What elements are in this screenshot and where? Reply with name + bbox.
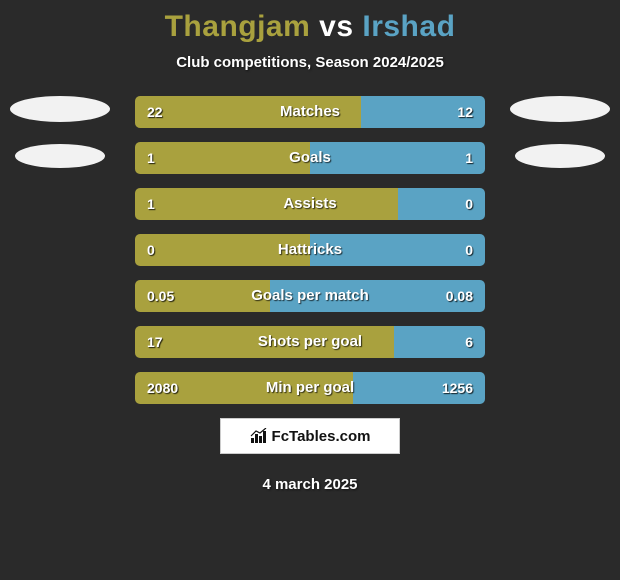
stat-label: Shots per goal (135, 326, 485, 358)
stat-value-right: 6 (465, 326, 473, 358)
date-text: 4 march 2025 (0, 476, 620, 493)
content-area: Matches2212Goals11Assists10Hattricks00Go… (0, 96, 620, 493)
subtitle: Club competitions, Season 2024/2025 (0, 54, 620, 71)
page-title: Thangjam vs Irshad (0, 10, 620, 44)
stat-value-right: 12 (457, 96, 473, 128)
player1-badge-top (10, 96, 110, 122)
stat-label: Matches (135, 96, 485, 128)
stat-label: Goals (135, 142, 485, 174)
stat-value-left: 17 (147, 326, 163, 358)
stat-label: Assists (135, 188, 485, 220)
player1-name: Thangjam (165, 10, 311, 43)
stat-label: Hattricks (135, 234, 485, 266)
stat-row: Shots per goal17 6 (135, 326, 485, 358)
stats-bars: Matches2212Goals11Assists10Hattricks00Go… (135, 96, 485, 404)
stat-value-right: 1 (465, 142, 473, 174)
stat-row: Goals1 1 (135, 142, 485, 174)
stat-value-left: 0 (147, 234, 155, 266)
stat-value-left: 1 (147, 142, 155, 174)
stat-value-right: 0 (465, 188, 473, 220)
stat-row: Matches22 12 (135, 96, 485, 128)
attribution-text: FcTables.com (272, 428, 371, 445)
player2-badge-bottom (515, 144, 605, 168)
vs-text: vs (319, 10, 353, 43)
stat-label: Goals per match (135, 280, 485, 312)
stat-value-right: 1256 (442, 372, 473, 404)
attribution-badge[interactable]: FcTables.com (220, 418, 400, 454)
stat-value-left: 22 (147, 96, 163, 128)
stat-value-left: 2080 (147, 372, 178, 404)
player1-badge-bottom (15, 144, 105, 168)
comparison-widget: Thangjam vs Irshad Club competitions, Se… (0, 0, 620, 580)
player2-badge-top (510, 96, 610, 122)
stat-row: Hattricks0 0 (135, 234, 485, 266)
chart-icon (250, 428, 268, 444)
stat-row: Min per goal2080 1256 (135, 372, 485, 404)
stat-value-left: 0.05 (147, 280, 174, 312)
stat-value-left: 1 (147, 188, 155, 220)
stat-value-right: 0.08 (446, 280, 473, 312)
stat-row: Goals per match0.05 0.08 (135, 280, 485, 312)
stat-label: Min per goal (135, 372, 485, 404)
stat-row: Assists1 0 (135, 188, 485, 220)
stat-value-right: 0 (465, 234, 473, 266)
player2-name: Irshad (362, 10, 455, 43)
